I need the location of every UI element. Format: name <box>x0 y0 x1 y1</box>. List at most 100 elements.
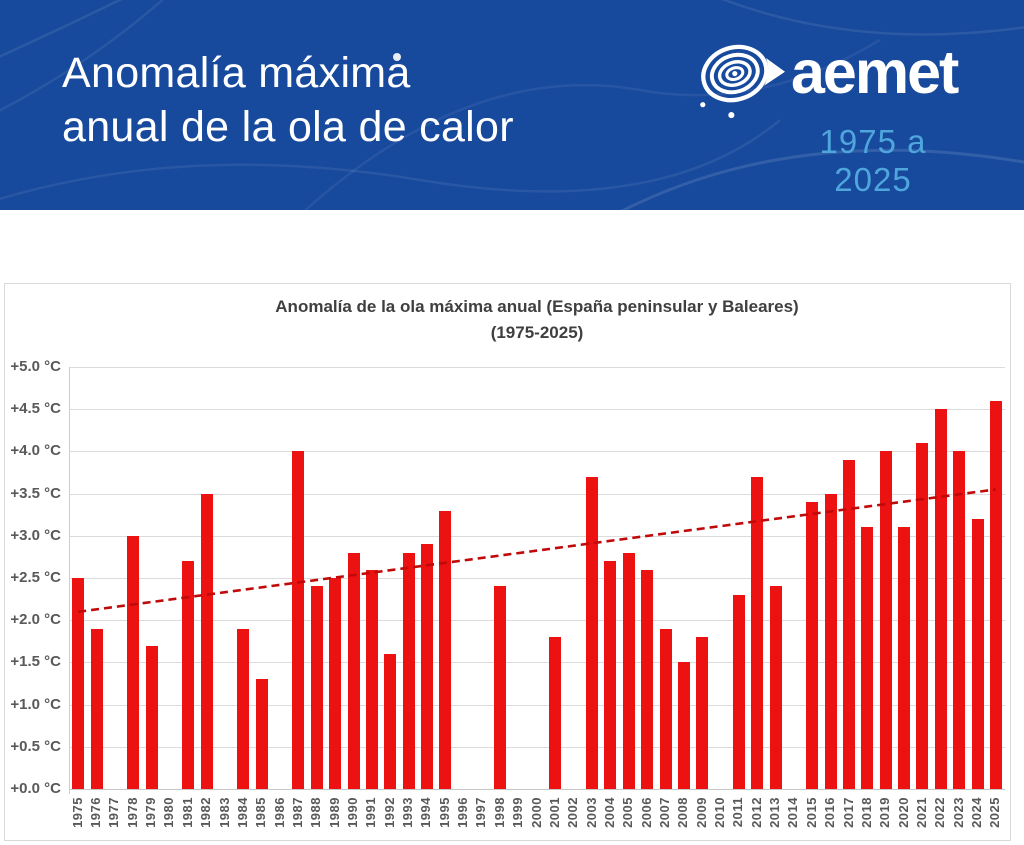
x-axis-tick-label: 1999 <box>510 797 526 828</box>
y-axis-tick-label: +0.0 °C <box>10 780 61 797</box>
decorative-waves-icon <box>0 0 1024 210</box>
aemet-logo-icon <box>700 44 785 119</box>
x-axis-tick-label: 1988 <box>308 797 324 828</box>
x-axis-tick-label: 2002 <box>565 797 581 828</box>
bar-1993 <box>402 552 415 789</box>
x-axis-tick-label: 2007 <box>657 797 672 828</box>
x-axis-tick-label: 1976 <box>88 797 103 828</box>
gridline-+3.5°C <box>69 493 1005 495</box>
x-axis-tick-label: 2013 <box>767 797 783 828</box>
bar-1982 <box>200 493 213 789</box>
bar-2011 <box>732 594 745 789</box>
x-axis-tick-label: 1996 <box>455 797 471 828</box>
bar-1995 <box>439 510 452 789</box>
bar-2024 <box>971 518 984 789</box>
x-axis-tick-label: 1990 <box>345 797 360 828</box>
bar-2008 <box>677 662 690 789</box>
x-axis-tick-label: 1993 <box>400 797 415 828</box>
x-axis-tick-label: 1978 <box>124 797 140 828</box>
x-axis-tick-label: 2003 <box>583 797 599 828</box>
x-axis-tick-label: 2012 <box>748 797 764 828</box>
year-range-label: 1975 a 2025 <box>819 123 927 198</box>
gridline-+5.0°C <box>69 367 1005 368</box>
gridline-+1.5°C <box>69 662 1005 664</box>
header-banner: Anomalía máxima anual de la ola de calor… <box>0 0 1024 210</box>
chart-title-line1: Anomalía de la ola máxima anual (España … <box>275 297 799 316</box>
gridline-+0.5°C <box>69 746 1005 748</box>
gridline-+4.0°C <box>69 451 1005 453</box>
bar-2017 <box>843 459 855 789</box>
x-axis-tick-label: 1997 <box>473 797 489 828</box>
bar-1994 <box>420 544 433 789</box>
x-axis-tick-label: 1987 <box>289 797 305 828</box>
bar-2013 <box>769 586 782 789</box>
bar-2005 <box>622 552 635 789</box>
x-axis-tick-label: 2008 <box>675 797 691 828</box>
x-axis-tick-label: 2006 <box>638 797 654 828</box>
bar-2025 <box>989 400 1002 789</box>
x-axis-tick-label: 2025 <box>987 797 1003 828</box>
x-axis-tick-label: 1984 <box>234 797 250 828</box>
x-axis-tick-label: 2020 <box>895 797 911 828</box>
trend-line <box>78 488 996 614</box>
y-axis-tick-label: +2.5 °C <box>10 569 61 586</box>
x-axis-tick-label: 2024 <box>969 797 984 828</box>
bar-1976 <box>90 628 103 789</box>
y-axis-tick-label: +2.0 °C <box>10 611 61 629</box>
x-axis-tick-label: 1983 <box>216 797 232 828</box>
x-axis-tick-label: 2019 <box>877 797 893 828</box>
x-axis-tick-label: 2000 <box>528 797 544 828</box>
bar-1992 <box>384 654 397 789</box>
x-axis-tick-label: 1989 <box>326 797 342 828</box>
x-axis-tick-label: 2014 <box>785 797 801 828</box>
x-axis-tick-label: 2010 <box>712 797 727 828</box>
bar-1988 <box>310 586 323 789</box>
x-axis-tick-label: 1992 <box>381 797 397 828</box>
bar-2016 <box>824 493 837 789</box>
x-axis-tick-label: 1991 <box>363 797 379 828</box>
y-axis-tick-label: +3.0 °C <box>10 526 61 544</box>
y-axis-line <box>69 367 70 794</box>
gridline-+2.5°C <box>69 578 1005 579</box>
y-axis-tick-label: +3.5 °C <box>10 484 61 502</box>
x-axis-tick-label: 1981 <box>179 797 195 828</box>
bar-2003 <box>586 476 599 789</box>
chart-title: Anomalía de la ola máxima anual (España … <box>69 294 1005 346</box>
y-axis-tick-label: +0.5 °C <box>10 737 61 755</box>
bar-2004 <box>604 561 617 789</box>
aemet-wordmark: aemet <box>791 37 959 106</box>
page-title-line1: Anomalía máxima <box>62 49 411 97</box>
y-axis-tick-label: +1.0 °C <box>10 695 61 713</box>
x-axis-tick-label: 1995 <box>436 797 452 828</box>
x-axis-tick-label: 1980 <box>161 797 177 828</box>
x-axis-tick-label: 1982 <box>198 797 214 828</box>
y-axis-tick-label: +1.5 °C <box>10 653 61 671</box>
bar-1991 <box>365 569 378 789</box>
bar-1975 <box>72 578 85 789</box>
bar-2018 <box>861 527 874 789</box>
bar-2021 <box>916 443 929 789</box>
x-axis-tick-label: 2015 <box>803 797 819 828</box>
x-axis-tick-label: 1977 <box>106 797 122 828</box>
x-axis-tick-label: 2018 <box>858 797 874 828</box>
bar-2006 <box>641 569 654 789</box>
gridline-+0.0°C <box>69 789 1005 790</box>
x-axis-tick-label: 1975 <box>69 797 85 828</box>
bar-chart-plot: +0.0 °C +0.5 °C +1.0 °C +1.5 °C +2.0 °C +2.5 … <box>5 284 1010 840</box>
bar-2020 <box>898 527 911 789</box>
x-axis-tick-label: 1986 <box>271 797 287 828</box>
x-axis-tick-label: 2009 <box>693 797 709 828</box>
x-axis-tick-label: 1985 <box>253 797 269 828</box>
bar-2009 <box>696 637 709 789</box>
x-axis-tick-label: 2011 <box>730 797 746 828</box>
bar-2007 <box>659 628 672 789</box>
y-axis-tick-label: +5.0 °C <box>10 358 61 375</box>
y-axis-tick-label: +4.0 °C <box>10 442 61 460</box>
bar-1985 <box>255 679 268 789</box>
bar-2023 <box>953 451 966 789</box>
bar-2012 <box>751 476 764 789</box>
page-title-line2: anual de la ola de calor <box>62 103 514 151</box>
x-axis-tick-label: 2023 <box>950 797 966 828</box>
bar-1979 <box>145 645 158 789</box>
